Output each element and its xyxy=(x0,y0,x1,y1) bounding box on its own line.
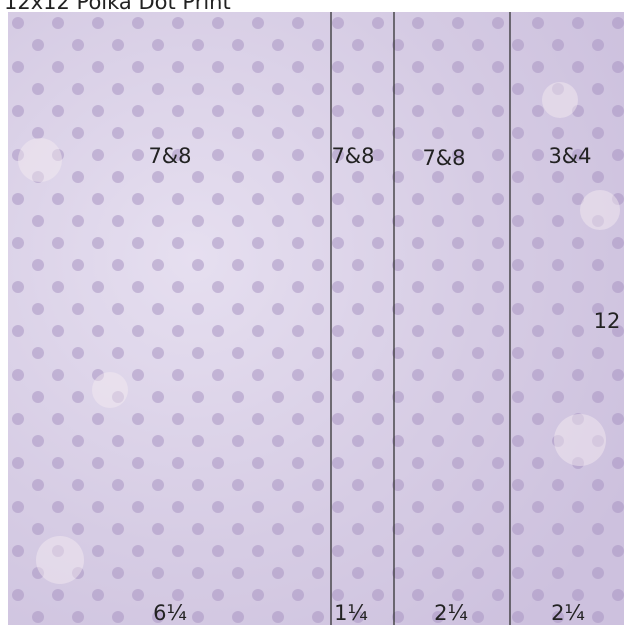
section-width: 1¼ xyxy=(334,601,368,625)
section-width: 2¼ xyxy=(434,601,468,625)
section-width: 6¼ xyxy=(153,601,187,625)
section-label: 3&4 xyxy=(548,144,591,168)
cutting-diagram: 12x12 Polka Dot Print 7&8 7&8 7&8 3&4 12… xyxy=(0,0,624,625)
section-width: 2¼ xyxy=(551,601,585,625)
section-label: 7&8 xyxy=(148,144,191,168)
section-label: 7&8 xyxy=(331,144,374,168)
title: 12x12 Polka Dot Print xyxy=(4,0,231,14)
section-label: 7&8 xyxy=(422,146,465,170)
polka-dots xyxy=(8,12,624,625)
height-label: 12 xyxy=(594,309,621,333)
